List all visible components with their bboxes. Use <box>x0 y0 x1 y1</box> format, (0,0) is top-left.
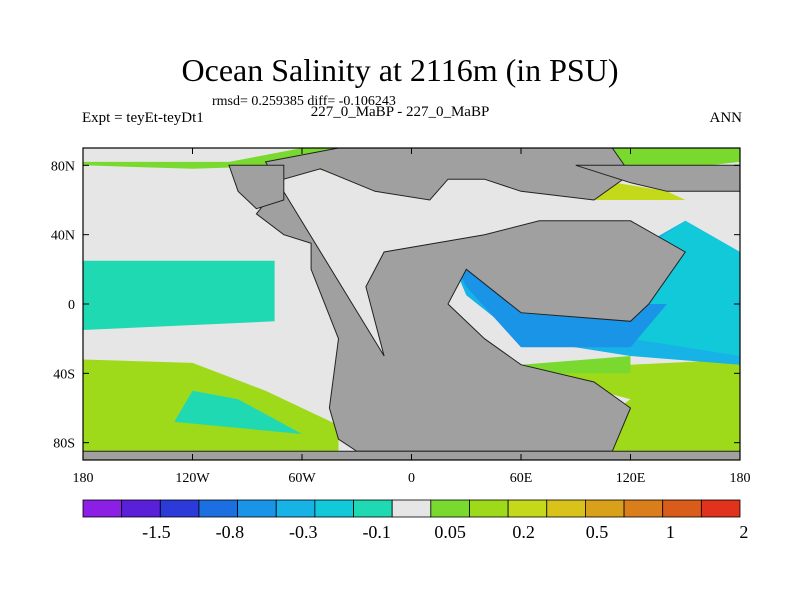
colorbar-label: 0.05 <box>434 522 466 542</box>
colorbar-swatch <box>700 499 741 518</box>
season-label: ANN <box>709 110 743 126</box>
colorbar-swatch <box>623 499 664 518</box>
axis-ticks: 180 120W 60W 0 60E 120E 180 80N 40N 0 40S 80S <box>51 148 751 486</box>
x-tick-label: 180 <box>73 471 94 486</box>
colorbar-swatch <box>430 499 470 518</box>
x-tick-label: 60W <box>288 471 316 486</box>
colorbar-swatch <box>546 499 586 518</box>
colorbar-swatch <box>391 499 432 518</box>
colorbar-swatch <box>121 499 161 518</box>
colorbar-swatch <box>82 499 123 518</box>
map-title: Ocean Salinity at 2116m (in PSU) <box>181 52 619 88</box>
colorbar-label: 1 <box>666 522 675 542</box>
x-tick-label: 0 <box>408 471 415 486</box>
region-north-pacific-teal <box>83 260 275 330</box>
colorbar-label: -1.5 <box>142 522 171 542</box>
x-tick-label: 60E <box>510 471 533 486</box>
land-north-america-west <box>228 164 285 210</box>
period-label: 227_0_MaBP - 227_0_MaBP <box>310 104 490 120</box>
colorbar-swatch <box>275 499 316 518</box>
stats-text: rmsd= 0.259385 diff= -0.106243 <box>212 94 396 109</box>
y-tick-label: 80S <box>53 437 75 452</box>
y-tick-label: 80N <box>51 159 75 174</box>
y-tick-label: 0 <box>68 298 75 313</box>
colorbar-label: 0.5 <box>586 522 609 542</box>
experiment-label: Expt = teyEt-teyDt1 <box>82 110 204 126</box>
region-green-band <box>521 356 631 374</box>
x-tick-label: 180 <box>730 471 751 486</box>
colorbar-swatch <box>198 499 238 518</box>
colorbar-swatch <box>469 499 509 518</box>
colorbar-label: 0.2 <box>512 522 535 542</box>
x-tick-label: 120E <box>616 471 646 486</box>
colorbar-swatch <box>662 499 702 518</box>
land-pangaea-main <box>255 147 687 452</box>
region-north-atlantic-gold <box>594 179 686 200</box>
colorbar-label: 2 <box>739 522 748 542</box>
colorbar-label: -0.3 <box>289 522 318 542</box>
y-tick-label: 40N <box>51 229 75 244</box>
colorbar-swatch <box>159 499 200 518</box>
colorbar-swatch <box>353 499 393 518</box>
colorbar: -1.5 -0.8 -0.3 -0.1 0.05 0.2 0.5 1 2 <box>82 499 748 542</box>
colorbar-swatch <box>314 499 354 518</box>
y-tick-label: 40S <box>53 367 75 382</box>
colorbar-label: -0.8 <box>216 522 245 542</box>
colorbar-swatch <box>507 499 548 518</box>
x-tick-label: 120W <box>175 471 210 486</box>
colorbar-swatch <box>237 499 277 518</box>
region-south-ocean-teal <box>174 390 302 434</box>
colorbar-label: -0.1 <box>362 522 391 542</box>
land-north-europe <box>575 164 741 192</box>
colorbar-swatch <box>585 499 625 518</box>
